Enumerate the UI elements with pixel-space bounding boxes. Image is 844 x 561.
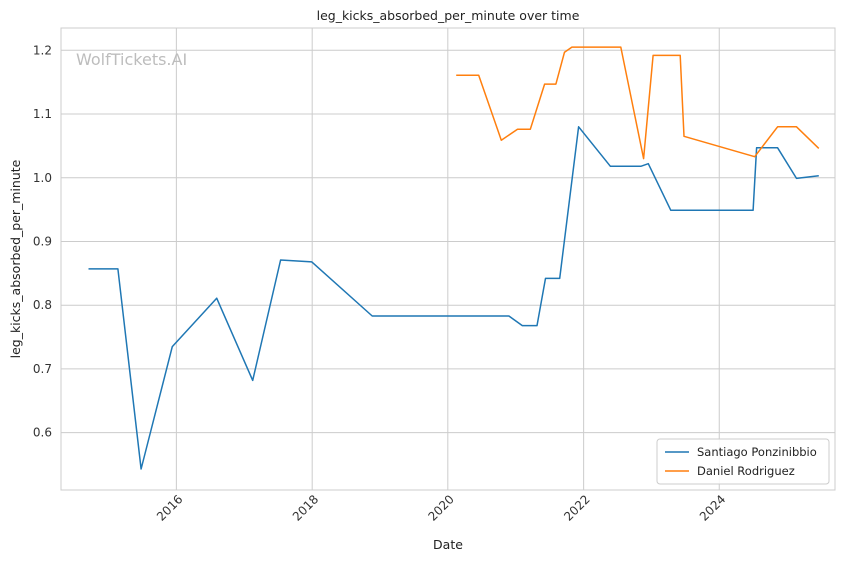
x-axis-label: Date: [433, 537, 463, 552]
y-tick-label: 0.7: [33, 362, 52, 376]
y-axis-ticks: 0.6 0.7 0.8 0.9 1.0 1.1 1.2: [33, 43, 52, 439]
y-tick-label: 1.0: [33, 171, 52, 185]
y-tick-label: 0.6: [33, 426, 52, 440]
y-tick-label: 1.2: [33, 43, 52, 57]
legend-box: [656, 438, 830, 485]
series-layer: [88, 46, 820, 470]
y-tick-label: 0.8: [33, 298, 52, 312]
series-line: [88, 126, 819, 470]
series-line: [456, 46, 820, 160]
y-tick-label: 0.9: [33, 234, 52, 248]
legend-entry: Daniel Rodriguez: [697, 464, 795, 478]
chart-title: leg_kicks_absorbed_per_minute over time: [317, 8, 580, 23]
y-axis-label: leg_kicks_absorbed_per_minute: [8, 159, 23, 358]
legend: Santiago Ponzinibbio Daniel Rodriguez: [656, 438, 830, 485]
y-tick-label: 1.1: [33, 107, 52, 121]
legend-entry: Santiago Ponzinibbio: [697, 445, 817, 459]
grid: [61, 28, 835, 490]
watermark: WolfTickets.AI: [76, 50, 187, 69]
plot-area: [60, 27, 836, 491]
